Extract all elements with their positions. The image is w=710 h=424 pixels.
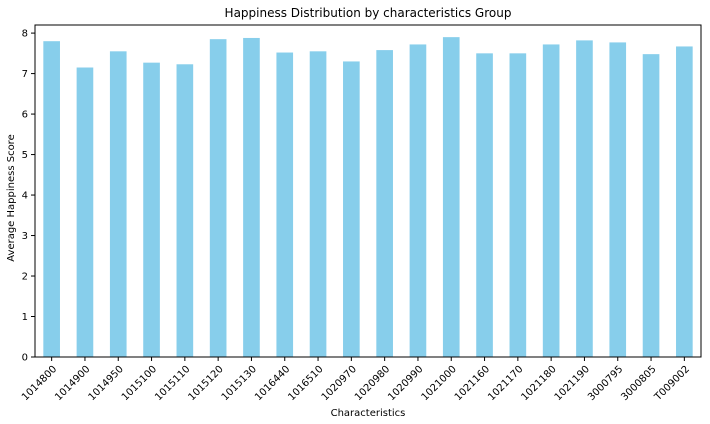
x-tick-label: T009002 [652,364,692,404]
y-tick-label: 7 [22,69,28,80]
bar-1021160 [476,53,493,358]
y-tick-label: 1 [22,312,28,323]
x-tick-label: 1020970 [320,364,359,403]
bar-3000795 [609,42,627,357]
bar-1021190 [576,40,593,357]
y-tick-label: 3 [22,231,28,242]
x-tick-label: 1021180 [519,364,558,403]
bar-1020970 [343,61,360,357]
bar-1021180 [542,44,560,358]
y-tick-label: 6 [22,110,28,121]
x-tick-label: 1020990 [386,364,425,403]
y-axis-label: Average Happiness Score [6,134,17,261]
bar-1015100 [143,62,160,358]
y-tick-label: 4 [22,191,28,202]
x-tick-label: 1021000 [420,364,459,403]
x-tick-label: 3000795 [586,364,625,403]
bar-1020980 [376,50,393,357]
x-axis: 1014800101490010149501015100101511010151… [20,357,692,404]
bars-group [43,37,693,358]
bar-1015110 [176,64,194,358]
bar-1021000 [442,37,460,358]
x-tick-label: 1014950 [87,364,126,403]
bar-1014800 [43,41,60,357]
y-tick-label: 0 [22,353,28,364]
bar-1014900 [76,67,94,357]
plot-frame [34,24,702,358]
x-tick-label: 1021160 [453,364,492,403]
y-tick-label: 5 [22,150,28,161]
bar-1015130 [243,37,260,358]
y-tick-label: 2 [22,272,28,283]
x-tick-label: 1021190 [553,364,592,403]
x-axis-label: Characteristics [331,408,406,419]
x-tick-label: 1015110 [153,364,192,403]
x-tick-label: 1014800 [20,364,59,403]
bar-1016510 [309,51,327,357]
y-tick-label: 8 [22,29,28,40]
y-axis: 0 1 2 3 4 5 6 7 8 [22,29,35,364]
bar-1015120 [209,39,227,358]
x-tick-label: 3000805 [619,364,658,403]
x-tick-label: 1016510 [286,364,325,403]
x-tick-label: 1021170 [486,364,525,403]
x-tick-label: 1015100 [120,364,159,403]
bar-T009002 [676,46,693,358]
bar-1020990 [409,44,427,358]
x-tick-label: 1016440 [253,364,292,403]
bar-3000805 [642,54,660,358]
bar-1014950 [109,51,127,357]
x-tick-label: 1014900 [53,364,92,403]
chart-title: Happiness Distribution by characteristic… [225,6,512,20]
x-tick-label: 1015130 [220,364,259,403]
x-tick-label: 1020980 [353,364,392,403]
bar-1016440 [276,52,294,357]
x-tick-label: 1015120 [186,364,225,403]
bar-1021170 [509,53,527,358]
